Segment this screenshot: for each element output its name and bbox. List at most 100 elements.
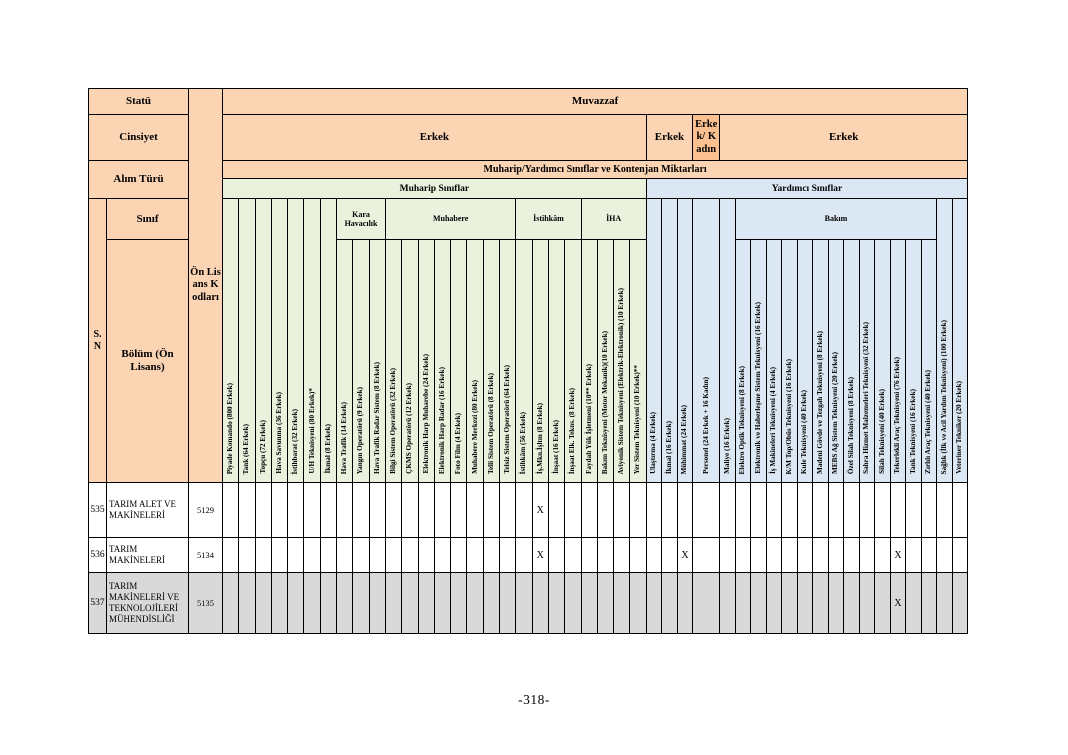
gender-cell-erkek-3: Erkek <box>719 114 969 161</box>
quota-cell <box>221 572 240 634</box>
column-header-cell: Elektronik Harp Radar (16 Erkek) <box>433 239 452 483</box>
quota-cell <box>858 572 876 634</box>
column-header-cell: Maliye (16 Erkek) <box>719 198 736 483</box>
quota-cell <box>765 572 783 634</box>
column-header-cell: Mühimmat (24 Erkek) <box>676 198 694 483</box>
column-header-cell: Elektro Optik Teknisyeni (8 Erkek) <box>734 239 752 483</box>
group-header-row: S. N Sınıf Piyade Komando (800 Erkek) Tan… <box>88 198 969 483</box>
quota-cell <box>319 482 338 538</box>
column-header-cell: Aviyonik Sistem Teknisyeni (Elektrik-Ele… <box>613 239 631 483</box>
quota-cell <box>827 482 845 538</box>
table-row: 536 TARIM MAKİNELERİ 5134 X X X <box>88 537 969 573</box>
quota-cell <box>319 572 338 634</box>
quota-cell <box>843 572 860 634</box>
statu-header-cell: Statü <box>88 88 189 115</box>
quota-cell <box>936 537 953 573</box>
quota-cell <box>384 537 403 573</box>
sinif-header-cell: Sınıf <box>106 198 189 240</box>
column-header-label: Bakım Teknisyeni (Motor Mekanik)(10 Erke… <box>600 330 609 474</box>
quota-cell <box>645 572 663 634</box>
quota-cell <box>661 537 678 573</box>
table-body: 535 TARIM ALET VE MAKİNELERİ 5129 X 536 TARIM… <box>88 482 969 634</box>
column-header-cell: Kule Teknisyeni (40 Erkek) <box>796 239 814 483</box>
column-header-cell: Yangın Operatörü (9 Erkek) <box>352 239 370 483</box>
column-header-cell: Tank (64 Erkek) <box>238 198 256 483</box>
row-bolum-cell: TARIM MAKİNELERİ VE TEKNOLOJİLERİ MÜHEND… <box>106 572 189 634</box>
column-header-label: Aviyonik Sistem Teknisyeni (Elektrik-Ele… <box>617 287 626 474</box>
column-label-row: Bölüm (Ön Lisans) Hava Trafik (14 Erkek)… <box>89 239 968 483</box>
quota-cell <box>547 537 566 573</box>
column-header-label: Silah Teknisyeni (40 Erkek) <box>877 389 886 474</box>
column-header-label: İkmal (8 Erkek) <box>323 424 332 474</box>
column-header-label: Sahra Hizmet Malzemeleri Teknisyeni (32 … <box>862 322 871 474</box>
column-header-label: İş.Mkn.İşltm (8 Erkek) <box>535 402 544 474</box>
row-kod-cell: 5135 <box>188 572 223 634</box>
quota-cell <box>466 537 484 573</box>
quota-cell <box>303 482 321 538</box>
gender-row: Cinsiyet Erkek Erkek Erkek/ Kadın Erkek <box>88 114 969 161</box>
column-header-cell: MEBS Ağ Sistem Teknisyeni (20 Erkek) <box>827 239 845 483</box>
column-header-label: U/H Teknisyeni (80 Erkek)* <box>307 388 316 474</box>
quota-cell <box>719 482 736 538</box>
quota-cell <box>676 572 694 634</box>
column-header-cell: Özel Silah Teknisyeni (8 Erkek) <box>843 239 860 483</box>
quota-cell <box>645 537 663 573</box>
quota-cell: X <box>889 572 907 634</box>
column-header-label: Tank Teknisyeni (16 Erkek) <box>908 388 917 474</box>
group-header-cell: İHA <box>580 198 647 240</box>
quota-cell <box>433 482 452 538</box>
quota-cell <box>482 572 501 634</box>
quota-cell <box>564 537 582 573</box>
column-header-label: ÇKMS Operatörü (12 Erkek) <box>405 383 414 474</box>
quota-table: Statü Ön Lisans Kodları Muvazzaf Cinsiye… <box>88 88 969 634</box>
quota-cell <box>384 572 403 634</box>
column-header-label: Maliye (16 Erkek) <box>722 418 731 474</box>
quota-cell <box>781 482 798 538</box>
muvazzaf-header-cell: Muvazzaf <box>221 88 969 115</box>
quota-cell <box>905 537 922 573</box>
column-header-cell: Hava Trafik (14 Erkek) <box>336 239 354 483</box>
column-header-label: Ulaştırma (4 Erkek) <box>649 412 658 474</box>
quota-cell <box>920 537 938 573</box>
quota-cell <box>401 537 419 573</box>
quota-cell <box>564 572 582 634</box>
quota-cell <box>858 537 876 573</box>
quota-cell <box>515 537 533 573</box>
table-header: Statü Ön Lisans Kodları Muvazzaf Cinsiye… <box>88 88 969 483</box>
gender-cell-erkek-2: Erkek <box>645 114 694 161</box>
quota-cell <box>580 572 598 634</box>
quota-cell <box>596 572 615 634</box>
column-header-cell: Hava Savunma (36 Erkek) <box>270 198 289 483</box>
column-header-label: Sağlık (İlk ve Acil Yardım Teknisyeni) (… <box>939 319 948 474</box>
quota-mark: X <box>894 597 902 609</box>
quota-cell <box>734 572 752 634</box>
row-bolum-cell: TARIM MAKİNELERİ <box>106 537 189 573</box>
quota-cell <box>676 482 694 538</box>
quota-cell <box>270 537 289 573</box>
quota-cell <box>629 482 647 538</box>
quota-mark: X <box>681 549 689 561</box>
quota-cell <box>750 572 767 634</box>
quota-cell <box>450 572 468 634</box>
column-header-label: Telli Sistem Operatörü (8 Erkek) <box>486 372 495 474</box>
row-kod-cell: 5129 <box>188 482 223 538</box>
section-yardimci-cell: Yardımcı Sınıflar <box>645 178 969 199</box>
quota-cell <box>827 572 845 634</box>
column-header-label: Elektronik Harp Radar (16 Erkek) <box>437 366 446 474</box>
quota-cell <box>238 482 256 538</box>
group-header-cell: Bakım <box>734 198 938 240</box>
column-header-label: Bilgi Sistem Operatörü (32 Erkek) <box>389 368 398 474</box>
quota-cell <box>812 482 829 538</box>
quota-cell: X <box>676 537 694 573</box>
quota-cell <box>827 537 845 573</box>
column-header-cell: Topçu (72 Erkek) <box>254 198 272 483</box>
column-header-label: Piyade Komando (800 Erkek) <box>226 382 235 474</box>
quota-cell <box>368 482 386 538</box>
quota-cell <box>580 482 598 538</box>
quota-cell <box>352 482 370 538</box>
quota-cell <box>287 572 305 634</box>
row-sn-cell: 536 <box>88 537 107 573</box>
column-header-label: İş Makineleri Teknisyeni (4 Erkek) <box>769 366 778 474</box>
quota-cell <box>951 537 969 573</box>
quota-cell <box>221 482 240 538</box>
